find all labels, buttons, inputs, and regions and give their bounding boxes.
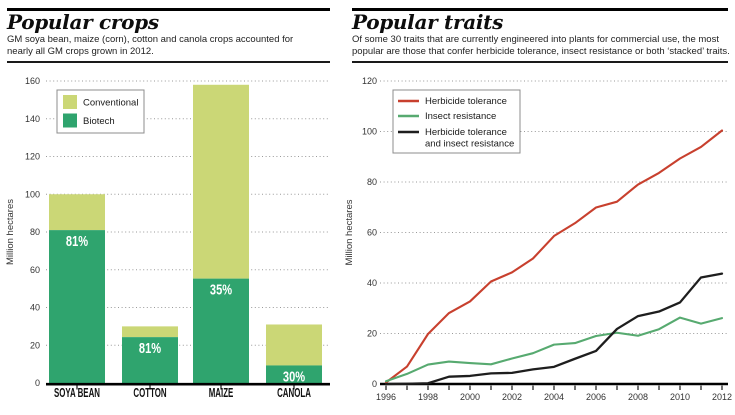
x-tick-label-2000: 2000 [460,392,480,402]
legend-label-biotech: Biotech [83,116,115,127]
x-tick-label-1998: 1998 [418,392,438,402]
y-tick-label: 120 [25,152,40,162]
y-tick-label: 0 [35,378,40,388]
x-tick-label-2012: 2012 [712,392,732,402]
x-category-label-maize: MAIZE [209,386,234,400]
y-tick-label: 140 [25,114,40,124]
bar-biotech-maize [193,278,249,383]
bar-conventional-cotton [122,326,178,338]
y-tick-label: 20 [367,329,377,339]
legend-label-insect-resistance: Insect resistance [425,111,496,122]
legend-label-herbicide-tolerance: Herbicide tolerance [425,96,507,107]
bar-biotech-cotton [122,337,178,383]
left-subtitle-line-1: GM soya bean, maize (corn), cotton and c… [7,34,294,45]
y-tick-label: 60 [367,228,377,238]
panel-popular-crops: Popular crops GM soya bean, maize (corn)… [0,0,347,415]
y-axis-title: Million hectares [345,199,355,265]
legend-label-herbicide-tolerance-and-insect-resistance-line2: and insect resistance [425,139,514,150]
left-subtitle-line-2: nearly all GM crops grown in 2012. [7,45,154,57]
bar-conventional-maize [193,84,249,279]
y-tick-label: 60 [30,265,40,275]
right-panel-title: Popular traits [352,10,504,34]
bar-biotech-soya-bean [49,230,105,383]
x-tick-label-2006: 2006 [586,392,606,402]
y-tick-label: 80 [30,227,40,237]
panel-popular-traits: Popular traits Of some 30 traits that ar… [345,0,735,415]
y-tick-label: 40 [30,303,40,313]
bar-percent-label-canola: 30% [283,368,305,385]
x-tick-label-2008: 2008 [628,392,648,402]
x-category-label-canola: CANOLA [277,386,311,400]
x-tick-label-1996: 1996 [376,392,396,402]
y-axis-title: Million hectares [5,199,16,265]
left-panel-title: Popular crops [7,10,159,34]
right-subtitle-line-2: popular are those that confer herbicide … [352,45,730,57]
legend-swatch-conventional [63,95,77,109]
y-tick-label: 120 [362,76,377,86]
right-panel-subtitle: Of some 30 traits that are currently eng… [352,34,730,57]
x-tick-label-2002: 2002 [502,392,522,402]
line-herbicide-tolerance-and-insect-resistance [384,272,724,386]
bar-conventional-canola [266,324,322,366]
legend-swatch-biotech [63,113,77,128]
y-tick-label: 40 [367,278,377,288]
bar-percent-label-soya-bean: 81% [66,233,88,250]
traits-line-chart: 0 20 40 60 80 100 120 1996 1998 2000 2002 2004 2006 2… [345,76,732,402]
x-category-label-soya-bean: SOYA BEAN [54,386,100,400]
y-tick-label: 100 [25,189,40,199]
left-panel-subtitle: GM soya bean, maize (corn), cotton and c… [7,34,293,57]
y-tick-label: 100 [362,127,377,137]
subtitle-rule-right [352,61,728,63]
legend-label-conventional: Conventional [83,98,138,109]
right-subtitle-line-1: Of some 30 traits that are currently eng… [352,34,719,45]
bar-percent-label-maize: 35% [210,281,232,298]
top-rule-left [7,8,330,11]
line-herbicide-tolerance [384,129,724,384]
crops-stacked-bar-chart: 0 20 40 60 80 100 120 140 160 81% SOYA BEAN 81% COTT… [5,76,330,401]
x-tick-label-2010: 2010 [670,392,690,402]
subtitle-rule-left [7,61,330,63]
y-tick-label: 160 [25,76,40,86]
bar-biotech-canola [266,365,322,383]
top-rule-right [352,8,728,11]
y-tick-label: 0 [372,379,377,389]
y-tick-label: 20 [30,340,40,350]
line-insect-resistance [384,316,724,383]
x-tick-label-2004: 2004 [544,392,564,402]
y-tick-label: 80 [367,177,377,187]
bar-percent-label-cotton: 81% [139,340,161,357]
bar-conventional-soya-bean [49,194,105,231]
x-category-label-cotton: COTTON [133,386,166,400]
legend-label-herbicide-tolerance-and-insect-resistance: Herbicide tolerance [425,127,507,138]
